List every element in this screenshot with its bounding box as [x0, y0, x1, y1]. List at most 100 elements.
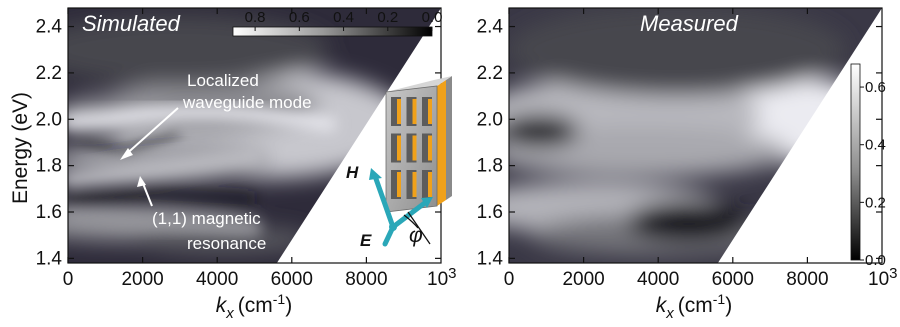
y-tick-label: 2.4 — [477, 17, 504, 38]
measured-axes: 0 2000 4000 6000 8000 103 1.4 1.6 1.8 2.0 2.2 2.4 — [477, 8, 897, 290]
y-tick-label: 2.0 — [36, 109, 62, 130]
y-tick-label: 1.4 — [477, 248, 504, 269]
angle-arc — [403, 214, 419, 229]
e-field-arrowhead — [421, 197, 433, 208]
y-tick-label: 1.8 — [477, 156, 503, 177]
annotation-waveguide-arrowhead — [120, 148, 133, 160]
x-tick-label: 2000 — [562, 269, 604, 290]
angle-phi-label: φ — [409, 224, 423, 247]
colorbar-gradient — [232, 26, 433, 37]
x-tick-label: 4000 — [196, 269, 238, 290]
cube-hole — [422, 133, 432, 163]
simulated-colorbar: 0.8 0.6 0.4 0.2 0.0 — [232, 9, 443, 37]
simulated-title: Simulated — [82, 11, 181, 36]
x-tick-label: 6000 — [271, 269, 313, 290]
heatmap-band — [68, 105, 337, 131]
y-tick-label: 2.2 — [36, 63, 62, 84]
colorbar-tick-label: 0.8 — [245, 9, 266, 26]
y-tick-label: 1.6 — [36, 202, 62, 223]
cube-hole — [391, 170, 401, 199]
x-tick-label: 0 — [63, 269, 74, 290]
measured-colorbar: 0.0 0.2 0.4 0.6 — [850, 63, 886, 269]
y-tick-label: 1.8 — [36, 156, 62, 177]
colorbar-tick-label: 0.0 — [422, 9, 443, 26]
cube-hole — [406, 97, 417, 126]
cube-hole-slab — [428, 172, 432, 197]
x-tick-label: 8000 — [786, 269, 828, 290]
y-tick-label: 2.4 — [36, 17, 63, 38]
h-field-arrowhead — [369, 168, 382, 180]
cube-side-slab — [437, 80, 446, 206]
measured-panel: 0 2000 4000 6000 8000 103 1.4 1.6 1.8 2.0 2.2 2.4 M… — [477, 7, 897, 322]
x-tick-label: 2000 — [121, 269, 163, 290]
cube-hole-slab — [428, 99, 432, 124]
cube-hole-slab — [412, 99, 417, 124]
cube-hole — [391, 97, 401, 126]
e-field-label: E — [360, 231, 372, 250]
measured-heatmap — [509, 8, 882, 263]
x-tick-label: 6000 — [712, 269, 754, 290]
colorbar-tick-label: 0.6 — [289, 9, 310, 26]
light-line-region — [717, 8, 882, 263]
dark-band — [74, 128, 181, 155]
y-tick-label: 2.0 — [477, 109, 503, 130]
measured-title: Measured — [640, 11, 739, 36]
colorbar-tick-label: 0.0 — [865, 252, 886, 269]
heatmap-band — [68, 149, 262, 187]
field-origin-dot — [389, 223, 397, 231]
cube-hole-slab — [412, 172, 417, 197]
simulated-x-axis-label: kx (cm-1) — [216, 291, 292, 322]
h-field-label: H — [346, 163, 359, 182]
heatmap-blob — [509, 126, 790, 177]
annotation-magnetic-line2: resonance — [187, 234, 266, 253]
colorbar-gradient — [850, 63, 861, 261]
h-field-arrow — [372, 173, 396, 230]
cube-hole-slab — [397, 99, 401, 124]
heatmap-blob — [509, 8, 847, 95]
colorbar-tick-label: 0.6 — [865, 79, 886, 96]
cube-hole — [406, 133, 417, 163]
heatmap-band — [68, 209, 262, 236]
cube-side-back — [446, 76, 452, 200]
annotation-waveguide-arrow — [122, 107, 179, 158]
x-end-label: 103 — [868, 265, 897, 290]
y-tick-label: 1.4 — [36, 248, 63, 269]
y-tick-label: 2.2 — [477, 63, 503, 84]
simulated-y-axis-label: Energy (eV) — [9, 92, 32, 204]
simulated-panel: 0 2000 4000 6000 8000 103 1.4 1.6 1.8 2.0 2.2 2.4 S… — [9, 7, 456, 322]
colorbar-tick-label: 0.2 — [865, 194, 886, 211]
heatmap-blob — [509, 114, 579, 147]
colorbar-tick-label: 0.4 — [333, 9, 354, 26]
cube-hole — [422, 170, 432, 199]
structure-inset: H E φ — [346, 76, 452, 250]
field-vectors — [369, 168, 433, 247]
angle-reference-line — [407, 211, 431, 245]
annotation-magnetic-line1: (1,1) magnetic — [152, 209, 261, 228]
cube-hole-slab — [397, 172, 401, 197]
annotation-waveguide-line2: waveguide mode — [182, 93, 312, 112]
metamaterial-cube-icon — [385, 76, 452, 213]
cube-hole-slab — [428, 135, 432, 161]
y-tick-label: 1.6 — [477, 202, 503, 223]
dark-band — [68, 188, 255, 205]
cube-hole — [391, 133, 401, 163]
heatmap-blob — [134, 225, 315, 254]
cube-hole-slab — [412, 135, 417, 161]
x-end-label: 103 — [427, 265, 456, 290]
heatmap-blob — [628, 201, 749, 242]
measured-frame — [508, 7, 883, 264]
x-tick-label: 0 — [504, 269, 515, 290]
annotation-magnetic-arrowhead — [137, 176, 146, 187]
cube-hole-slab — [397, 135, 401, 161]
x-tick-label: 8000 — [345, 269, 387, 290]
annotation-waveguide-line1: Localized — [187, 71, 259, 90]
measured-x-axis-label: kx (cm-1) — [656, 291, 732, 322]
colorbar-tick-label: 0.4 — [865, 137, 886, 154]
simulated-axes: 0 2000 4000 6000 8000 103 1.4 1.6 1.8 2.0 2.2 2.4 — [36, 8, 456, 290]
x-tick-label: 4000 — [637, 269, 679, 290]
cube-hole — [422, 97, 432, 126]
cube-hole — [406, 170, 417, 199]
heatmap-blob — [68, 14, 330, 85]
colorbar-tick-label: 0.2 — [377, 9, 398, 26]
